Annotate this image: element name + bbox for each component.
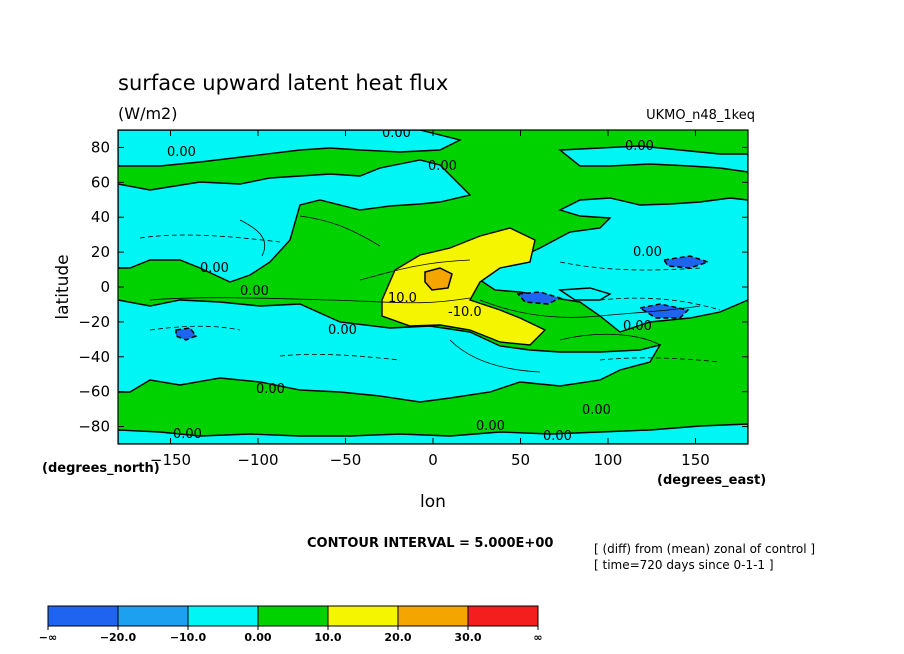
colorbar-label: 10.0 <box>314 631 341 644</box>
model-label: UKMO_n48_1keq <box>646 108 755 123</box>
colorbar-swatch <box>47 605 119 627</box>
colorbar-label: 0.00 <box>244 631 271 644</box>
x-tick-label: 100 <box>594 451 623 469</box>
contour-label: 0.00 <box>200 261 229 276</box>
patch-3 <box>516 291 563 305</box>
contour-lines <box>149 215 701 373</box>
region-orange <box>424 267 453 291</box>
dashed-3 <box>599 297 721 311</box>
contour-label: 10.0 <box>388 291 417 306</box>
contour-6 <box>559 333 661 346</box>
dashed-5 <box>279 353 401 361</box>
contour-label: 0.00 <box>623 319 652 334</box>
contour-label: 0.00 <box>256 382 285 397</box>
x-axis: −150 −100 −50 0 50 100 150 <box>150 130 710 469</box>
y-tick-label: 80 <box>91 138 110 156</box>
y-tick-label: 40 <box>91 208 110 226</box>
y-tick-label: 60 <box>91 173 110 191</box>
contour-label: 0.00 <box>382 126 411 141</box>
y-axis: −80 −60 −40 −20 0 20 40 60 80 <box>78 138 748 436</box>
colorbar-swatch <box>187 605 259 627</box>
region-yellow <box>381 227 547 346</box>
patch-2 <box>662 255 711 269</box>
patch-4 <box>175 327 198 341</box>
colorbar-label: 20.0 <box>384 631 411 644</box>
y-tick-label: −60 <box>78 383 110 401</box>
contour-5 <box>299 215 381 247</box>
contour-2 <box>359 259 471 281</box>
contour-label: 0.00 <box>328 323 357 338</box>
colorbar-swatch <box>467 605 539 627</box>
x-tick-label: 0 <box>428 451 438 469</box>
dashed-4 <box>149 325 241 331</box>
dashed-2 <box>559 261 701 271</box>
x-axis-title: lon <box>420 492 446 512</box>
contour-label: 0.00 <box>625 139 654 154</box>
x-tick-label: −150 <box>150 451 191 469</box>
contour-4 <box>239 219 266 257</box>
y-tick-label: 20 <box>91 243 110 261</box>
contour-interval: CONTOUR INTERVAL = 5.000E+00 <box>307 536 553 551</box>
x-units-label: (degrees_east) <box>657 473 766 488</box>
y-tick-label: −80 <box>78 418 110 436</box>
contour-label: 0.00 <box>167 145 196 160</box>
strong-negative-regions <box>175 255 711 341</box>
colorbar-swatch <box>257 605 329 627</box>
colorbar-label: −∞ <box>39 631 57 644</box>
contour-label: 0.00 <box>543 429 572 444</box>
colorbar-swatch <box>327 605 399 627</box>
contour-label: 0.00 <box>633 245 662 260</box>
x-tick-label: 150 <box>681 451 710 469</box>
colorbar-swatch <box>117 605 189 627</box>
contour-label: 0.00 <box>582 403 611 418</box>
y-tick-label: −20 <box>78 313 110 331</box>
x-tick-label: −100 <box>237 451 278 469</box>
colorbar-label: ∞ <box>533 631 542 644</box>
colorbar-label: 30.0 <box>454 631 481 644</box>
contour-label: 0.00 <box>240 284 269 299</box>
region-small-cyan <box>557 287 612 301</box>
region-north-pacific-cyan <box>118 159 472 283</box>
dashed-6 <box>599 357 721 363</box>
contour-7 <box>449 339 541 373</box>
patch-1 <box>638 303 690 319</box>
note-time: [ time=720 days since 0-1-1 ] <box>594 558 774 572</box>
region-antarctic-cyan <box>118 423 748 444</box>
region-south-cyan <box>118 299 662 403</box>
x-tick-label: 50 <box>511 451 530 469</box>
note-diff: [ (diff) from (mean) zonal of control ] <box>594 542 815 556</box>
y-tick-label: 0 <box>100 278 110 296</box>
contour-3 <box>479 299 701 318</box>
contour-label: 0.00 <box>173 427 202 442</box>
region-north-strip-cyan <box>118 130 463 167</box>
y-units-label: (degrees_north) <box>42 461 160 476</box>
y-tick-label: −40 <box>78 348 110 366</box>
chart-subtitle: (W/m2) <box>118 104 177 123</box>
negative-regions <box>118 130 748 444</box>
colorbar-swatch <box>397 605 469 627</box>
colorbar: −∞ −20.0 −10.0 0.00 10.0 20.0 30.0 ∞ <box>39 605 543 644</box>
contour-label: 0.00 <box>476 419 505 434</box>
region-northeast-cyan <box>478 197 748 333</box>
contour-label: 0.00 <box>428 159 457 174</box>
x-tick-label: −50 <box>330 451 362 469</box>
y-axis-title: latitude <box>53 254 73 319</box>
contour-1 <box>149 297 471 304</box>
dashed-contours <box>139 234 721 363</box>
region-arctic-right-cyan <box>558 145 748 173</box>
contour-label: -10.0 <box>448 305 482 320</box>
colorbar-label: −20.0 <box>100 631 137 644</box>
plot-area: 0.00 0.00 0.00 0.00 0.00 0.00 0.00 0.00 … <box>118 126 748 444</box>
colorbar-label: −10.0 <box>170 631 207 644</box>
chart-title: surface upward latent heat flux <box>118 71 448 95</box>
dashed-1 <box>139 234 281 243</box>
